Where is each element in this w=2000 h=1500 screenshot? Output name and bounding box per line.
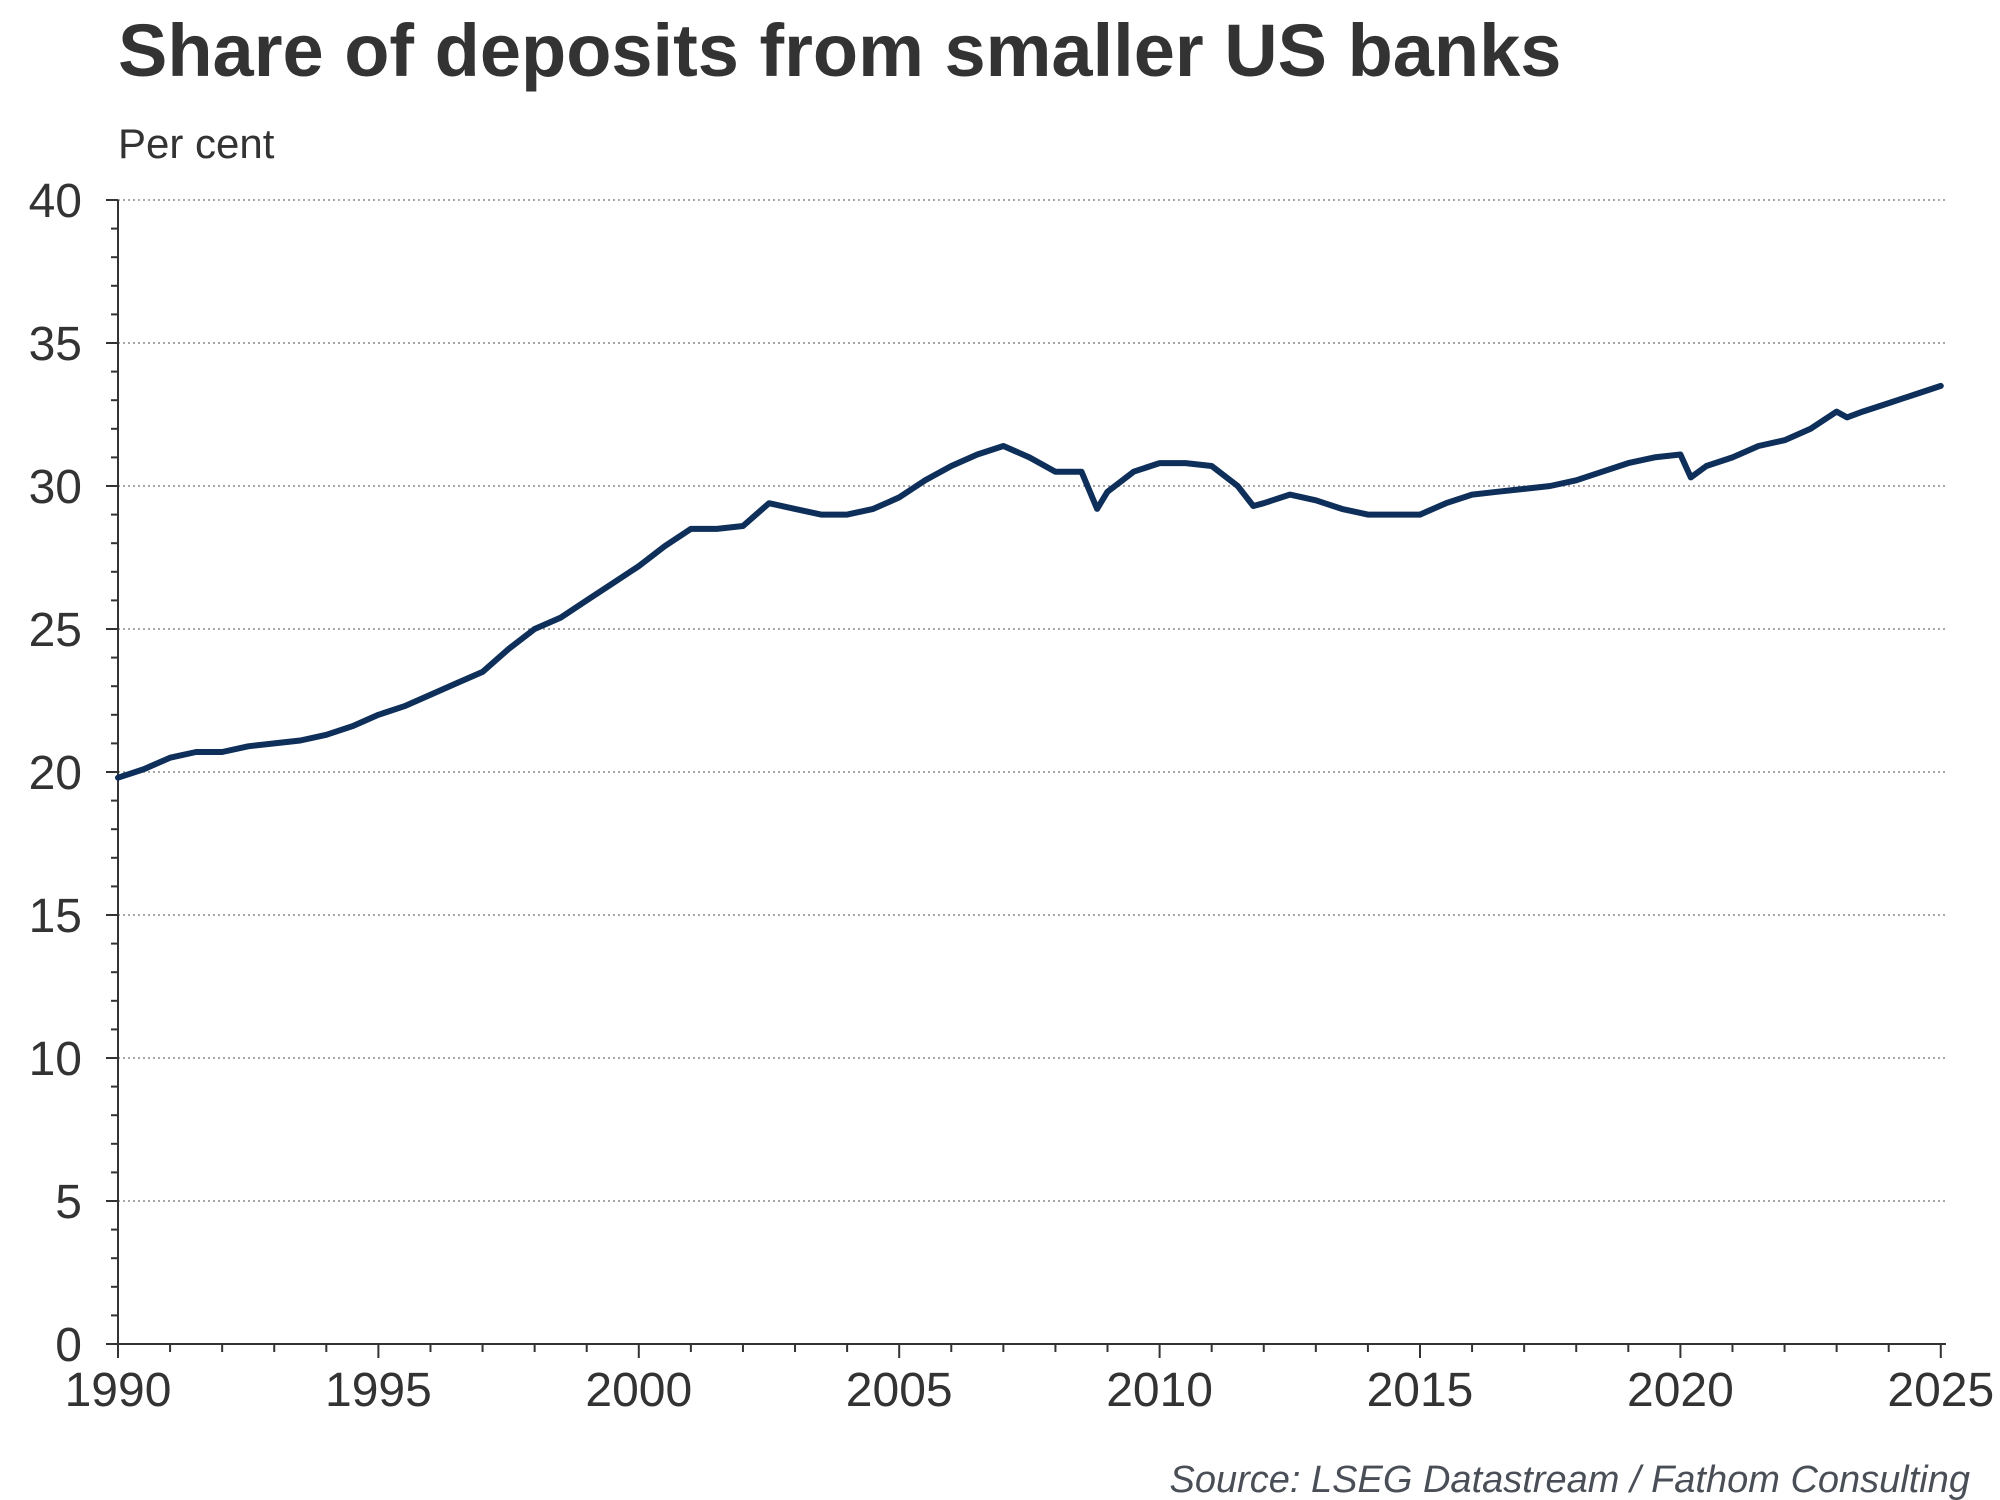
- source-note: Source: LSEG Datastream / Fathom Consult…: [1170, 1459, 1970, 1500]
- y-tick-label: 20: [29, 747, 82, 800]
- gridlines: [118, 199, 1946, 1202]
- y-tick-label: 30: [29, 461, 82, 514]
- y-axis-unit-label: Per cent: [118, 120, 275, 167]
- x-tick-label: 2010: [1106, 1364, 1213, 1417]
- y-axis-ticks: 0 5 10 15 20 25 30 35 40: [29, 175, 118, 1372]
- x-tick-label: 2000: [585, 1364, 692, 1417]
- x-tick-label: 2020: [1627, 1364, 1734, 1417]
- x-tick-label: 2015: [1367, 1364, 1474, 1417]
- y-tick-label: 10: [29, 1033, 82, 1086]
- y-tick-label: 25: [29, 604, 82, 657]
- series-group: [115, 382, 1944, 781]
- y-tick-label: 15: [29, 890, 82, 943]
- x-axis-ticks: 1990 1995 2000 2005 2010 2015 2020 2025: [65, 1344, 1994, 1417]
- y-tick-label: 40: [29, 175, 82, 228]
- y-tick-label: 0: [55, 1319, 82, 1372]
- chart-title: Share of deposits from smaller US banks: [118, 9, 1561, 92]
- y-tick-label: 5: [55, 1176, 82, 1229]
- series-line: [115, 382, 1944, 781]
- x-tick-label: 2005: [846, 1364, 953, 1417]
- x-tick-label: 1995: [325, 1364, 432, 1417]
- x-tick-label: 1990: [65, 1364, 172, 1417]
- x-tick-label: 2025: [1887, 1364, 1994, 1417]
- y-tick-label: 35: [29, 318, 82, 371]
- axes: [117, 200, 1946, 1345]
